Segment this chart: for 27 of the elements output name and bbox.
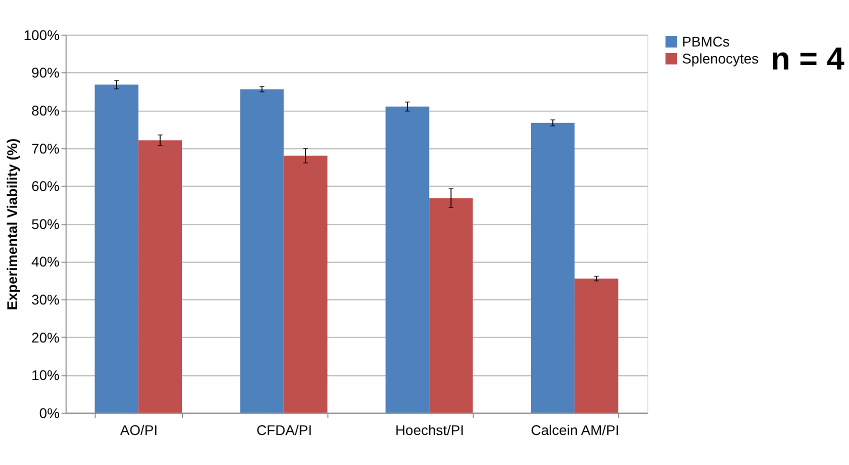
x-tick-label: CFDA/PI <box>256 422 312 438</box>
y-tick-label: 30% <box>31 292 60 308</box>
y-axis-title: Experimental Viability (%) <box>4 138 20 310</box>
y-tick-label: 10% <box>31 367 60 384</box>
x-tick-label: AO/PI <box>120 422 158 438</box>
x-tick-label: Calcein AM/PI <box>530 422 620 438</box>
y-tick-label: 70% <box>31 140 60 156</box>
text: n = 4 <box>770 40 845 76</box>
y-tick-label: 60% <box>31 178 60 194</box>
y-tick-label: 40% <box>31 254 60 270</box>
legend-label: Splenocytes <box>682 50 759 66</box>
bar <box>94 84 138 413</box>
bar <box>429 198 473 413</box>
y-tick-label: 100% <box>24 26 60 43</box>
y-tick-label: 90% <box>31 64 60 81</box>
bar <box>386 106 430 413</box>
bar <box>530 122 575 413</box>
y-tick-label: 20% <box>31 329 60 346</box>
bar <box>574 278 618 413</box>
bar <box>240 89 284 413</box>
bar <box>138 140 182 413</box>
x-tick-label: Hoechst/PI <box>395 422 464 438</box>
y-tick-label: 80% <box>31 102 60 119</box>
bar <box>284 156 328 413</box>
legend-label: PBMCs <box>682 33 730 50</box>
y-tick-label: 0% <box>39 404 60 421</box>
y-tick-label: 50% <box>31 216 60 232</box>
